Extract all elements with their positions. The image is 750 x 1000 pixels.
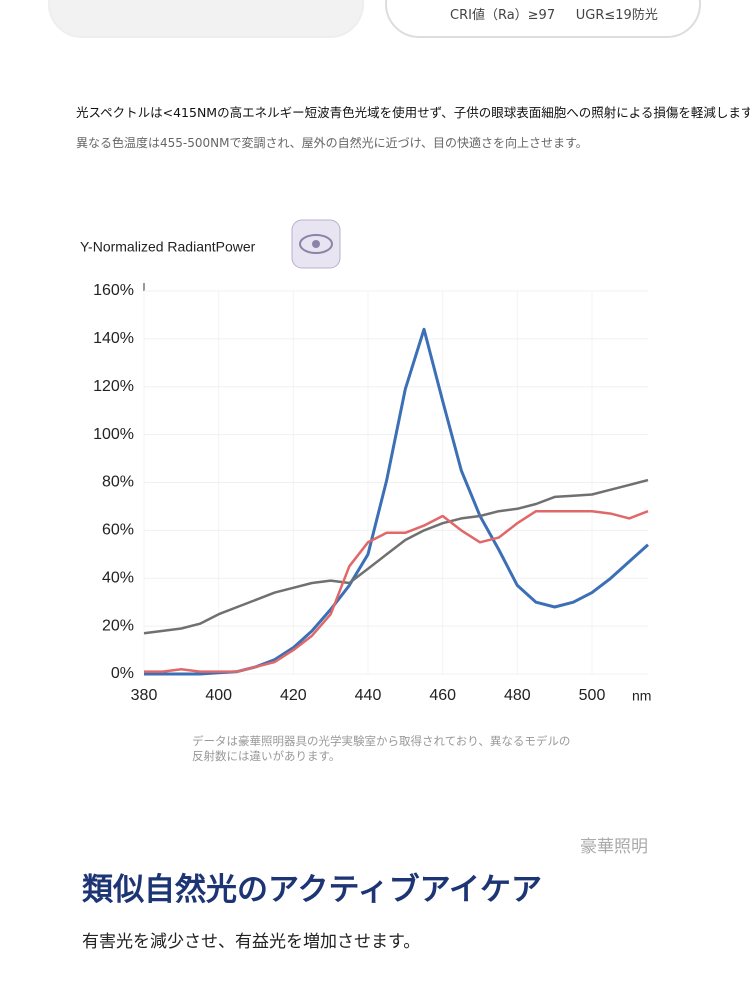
y-tick-label: 20% (102, 617, 134, 634)
y-tick-label: 40% (102, 569, 134, 586)
x-tick-label: 440 (355, 687, 382, 704)
series-line (144, 509, 649, 673)
y-tick-label: 0% (111, 665, 134, 682)
x-tick-label: 460 (429, 687, 456, 704)
y-tick-label: 160% (93, 282, 134, 299)
y-tick-label: 120% (93, 378, 134, 395)
cri: CRI値（Ra）≥97 (450, 8, 556, 23)
x-tick-label: 380 (131, 687, 158, 704)
x-tick-label: 400 (205, 687, 232, 704)
y-axis-label: Y-Normalized RadiantPower (80, 239, 256, 255)
series-line (144, 327, 650, 676)
y-tick-label: 60% (102, 522, 134, 539)
brand: 豪華照明 (580, 837, 648, 857)
badge-box (48, 0, 364, 38)
x-tick-label: 480 (504, 687, 531, 704)
x-tick-label: 500 (579, 687, 606, 704)
badge-text: CRI値（Ra）≥97 UGR≤19防光 (450, 4, 658, 23)
note: データは豪華照明器具の光学実験室から取得されており、異なるモデルの反射数には違い… (192, 734, 571, 763)
x-unit: nm (632, 688, 651, 704)
heading: 類似自然光のアクティブアイケア (82, 872, 543, 908)
subheading: 有害光を減少させ、有益光を増加させます。 (82, 932, 421, 952)
y-tick-label: 80% (102, 474, 134, 491)
y-tick-label: 100% (93, 426, 134, 443)
intro-line: 異なる色温度は455-500NMで変調され、屋外の自然光に近づけ、目の快適さを向… (76, 136, 588, 150)
eye-icon (291, 219, 341, 269)
series-line (143, 478, 649, 635)
ugr: UGR≤19防光 (575, 8, 658, 23)
x-tick-label: 420 (280, 687, 307, 704)
y-tick-label: 140% (93, 330, 134, 347)
intro-line: 光スペクトルは<415NMの高エネルギー短波青色光域を使用せず、子供の眼球表面細… (76, 105, 750, 120)
